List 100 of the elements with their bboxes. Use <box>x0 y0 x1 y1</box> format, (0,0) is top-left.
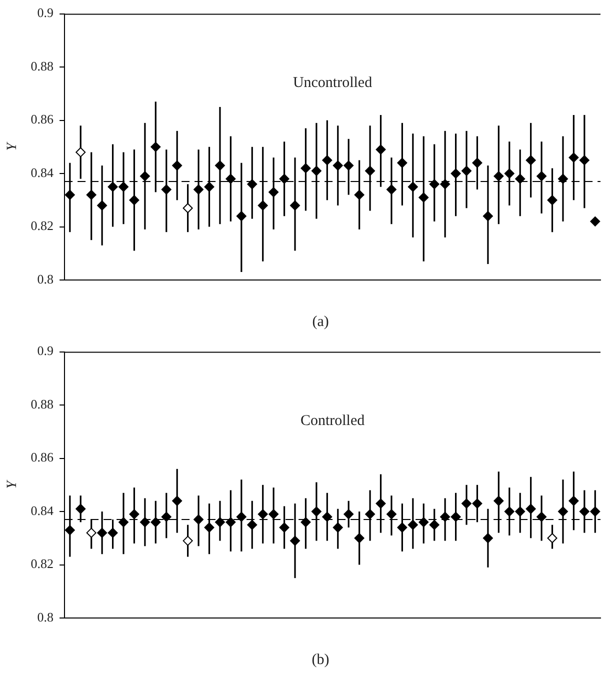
point <box>86 190 96 200</box>
y-tick-label: 0.88 <box>30 58 54 74</box>
point <box>290 536 300 546</box>
point <box>76 504 86 514</box>
point <box>547 533 558 544</box>
annotation: Uncontrolled <box>292 74 373 91</box>
point <box>536 171 547 182</box>
point <box>268 187 279 198</box>
point <box>526 155 536 166</box>
point <box>161 184 172 194</box>
point <box>558 506 568 517</box>
point <box>482 533 493 544</box>
point <box>376 144 386 155</box>
point <box>214 160 225 171</box>
point <box>97 528 108 538</box>
point <box>268 509 279 520</box>
point <box>450 168 461 179</box>
point <box>462 166 472 176</box>
point <box>429 520 440 530</box>
y-tick-label: 0.88 <box>30 396 54 412</box>
point <box>118 517 129 528</box>
point <box>472 158 482 168</box>
y-tick-label: 0.8 <box>37 271 54 286</box>
point <box>129 195 140 206</box>
point <box>462 498 472 509</box>
text: (a) <box>312 314 329 330</box>
point <box>558 174 568 184</box>
point <box>418 192 429 202</box>
point <box>108 182 118 192</box>
y-tick-label: 0.86 <box>30 112 54 127</box>
point <box>429 179 440 190</box>
point <box>247 179 258 190</box>
point <box>386 184 396 194</box>
point <box>247 520 258 530</box>
point <box>418 517 429 528</box>
point <box>258 200 268 210</box>
point <box>311 506 322 517</box>
point <box>472 498 482 509</box>
point <box>172 160 182 171</box>
y-tick-label: 0.8 <box>37 609 54 624</box>
point <box>579 506 590 517</box>
point <box>108 528 118 538</box>
point <box>344 160 354 171</box>
point <box>150 517 161 528</box>
point <box>182 203 193 214</box>
point <box>504 168 514 179</box>
point <box>118 182 129 192</box>
point <box>140 517 150 528</box>
point <box>97 200 108 210</box>
point <box>547 195 558 206</box>
point <box>86 528 96 538</box>
point <box>579 155 590 166</box>
y-axis-title: Y <box>5 478 20 489</box>
point <box>300 517 311 528</box>
point <box>494 496 504 506</box>
point <box>386 509 396 520</box>
point <box>482 211 493 222</box>
annotation: Controlled <box>300 412 366 429</box>
point <box>354 190 364 200</box>
y-tick-label: 0.84 <box>30 164 54 180</box>
point <box>344 509 354 520</box>
point <box>279 174 290 184</box>
point <box>515 506 526 517</box>
point <box>354 533 364 544</box>
point <box>64 190 75 200</box>
point <box>258 509 268 520</box>
point <box>590 506 600 517</box>
point <box>440 512 450 522</box>
point <box>332 160 343 171</box>
text: (b) <box>312 652 330 668</box>
y-tick-label: 0.84 <box>30 502 54 518</box>
point <box>236 211 246 222</box>
y-tick-label: 0.82 <box>30 218 54 234</box>
point <box>515 174 526 184</box>
point <box>568 496 579 506</box>
point <box>365 166 376 176</box>
y-tick-label: 0.82 <box>30 556 54 572</box>
point <box>440 179 450 190</box>
y-tick-label: 0.9 <box>37 343 54 358</box>
point <box>332 522 343 532</box>
point <box>504 506 514 517</box>
point <box>140 171 150 182</box>
point <box>76 147 86 158</box>
y-tick-label: 0.86 <box>30 450 54 465</box>
point <box>568 152 579 163</box>
point <box>526 504 536 514</box>
point <box>450 512 461 522</box>
y-axis-title: Y <box>5 140 20 151</box>
point <box>397 522 408 532</box>
point <box>536 512 547 522</box>
point <box>214 517 225 528</box>
point <box>408 182 418 192</box>
y-tick-label: 0.9 <box>37 5 54 20</box>
point <box>300 163 311 174</box>
point <box>290 200 300 210</box>
point <box>64 525 75 536</box>
point <box>408 520 418 530</box>
point <box>172 496 182 506</box>
point <box>161 512 172 522</box>
point <box>182 536 193 546</box>
